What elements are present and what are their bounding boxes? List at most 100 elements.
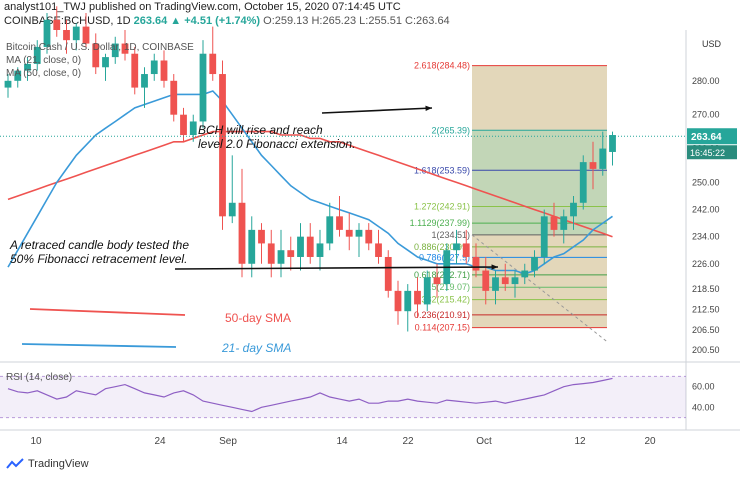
candle-body xyxy=(219,74,226,217)
fib-level-label: 2.618(284.48) xyxy=(414,61,470,71)
price-tick-label: 250.00 xyxy=(692,177,720,187)
candle-body xyxy=(365,229,373,244)
candle-body xyxy=(492,277,499,291)
candle-body xyxy=(92,43,100,68)
candle-body xyxy=(453,243,460,251)
candle-body xyxy=(111,43,119,58)
candle-body xyxy=(150,60,158,75)
candle-body xyxy=(345,229,353,237)
candle-body xyxy=(121,43,129,54)
fib-level-label: 0.236(210.91) xyxy=(414,310,470,320)
rsi-tick-label: 40.00 xyxy=(692,402,715,412)
candle-body xyxy=(550,216,558,230)
tradingview-brand: TradingView xyxy=(28,458,89,470)
candle-body xyxy=(170,80,178,115)
candle-body xyxy=(102,57,109,68)
price-tick-label: 270.00 xyxy=(692,110,720,120)
arrow-to-target-head xyxy=(425,105,432,112)
candle-body xyxy=(511,277,519,285)
candle-body xyxy=(579,162,587,203)
candle-body xyxy=(209,53,217,75)
candle-body xyxy=(14,70,22,81)
candle-body xyxy=(53,19,61,30)
countdown-box xyxy=(687,145,737,160)
price-tick-label: 212.50 xyxy=(692,304,720,314)
candle-body xyxy=(336,216,343,230)
candle-body xyxy=(82,26,90,44)
candle-body xyxy=(404,290,412,312)
rsi-band xyxy=(0,376,686,418)
price-tick-label: 200.50 xyxy=(692,345,720,355)
candle-body xyxy=(306,236,314,257)
candle-body xyxy=(248,229,256,264)
current-price-label: 263.64 xyxy=(691,132,722,143)
price-axis-unit: USD xyxy=(702,39,722,49)
candle-body xyxy=(394,290,402,312)
candle-body xyxy=(560,216,568,230)
candle-body xyxy=(521,270,529,278)
candle-body xyxy=(433,277,441,285)
candle-body xyxy=(63,30,70,41)
current-price-box xyxy=(687,128,737,145)
candle-body xyxy=(609,135,616,152)
countdown-label: 16:45:22 xyxy=(690,148,725,158)
fib-level-label: 0.382(215.42) xyxy=(414,295,470,305)
sma50-legend-label: 50-day SMA xyxy=(225,311,291,325)
candle-body xyxy=(531,256,538,271)
x-tick-label: 10 xyxy=(30,436,42,447)
price-tick-label: 234.00 xyxy=(692,232,720,242)
candle-body xyxy=(228,202,236,217)
candle-body xyxy=(180,114,187,136)
tradingview-footer[interactable]: TradingView xyxy=(6,458,89,470)
sma21-legend-line xyxy=(21,343,177,348)
price-tick-label: 242.00 xyxy=(692,205,720,215)
candle-body xyxy=(589,162,597,169)
sma21-legend-label: 21- day SMA xyxy=(221,341,291,355)
candle-body xyxy=(24,63,31,71)
annotation-retrace: A retraced candle body tested the 50% Fib… xyxy=(9,238,189,266)
annotation-target: BCH will rise and reach level 2.0 Fibonac… xyxy=(198,123,355,151)
candle-body xyxy=(43,19,51,47)
fib-level-label: 2(265.39) xyxy=(431,125,470,135)
legend-ma21: MA (21, close, 0) xyxy=(6,55,81,66)
arrow-to-target xyxy=(321,107,433,114)
candle-body xyxy=(316,243,324,257)
arrow-to-retrace xyxy=(174,266,499,270)
candle-body xyxy=(326,216,334,244)
candle-body xyxy=(287,250,295,257)
price-tick-label: 206.50 xyxy=(692,325,720,335)
x-tick-label: 22 xyxy=(402,436,414,447)
price-change: 263.64 ▲ +4.51 (+1.74%) xyxy=(133,15,261,27)
fib-level-label: 1.1129(237.99) xyxy=(410,218,470,228)
legend-ma50: MA (50, close, 0) xyxy=(6,68,81,79)
candle-body xyxy=(297,236,304,257)
fib-level-label: 0.886(230.99) xyxy=(414,242,470,252)
symbol-name[interactable]: COINBASE:BCHUSD, 1D xyxy=(4,15,131,27)
candle-body xyxy=(258,229,265,244)
candle-body xyxy=(277,250,285,264)
candle-body xyxy=(375,243,382,257)
candle-body xyxy=(462,243,470,257)
sma50-line xyxy=(7,130,613,238)
rsi-label: RSI (14, close) xyxy=(6,372,72,383)
candle-body xyxy=(570,202,577,217)
candle-body xyxy=(4,80,12,88)
arrow-to-retrace-head xyxy=(491,264,498,270)
candle-body xyxy=(472,256,480,271)
sma21-line xyxy=(7,90,613,275)
candle-body xyxy=(599,148,607,169)
rsi-tick-label: 60.00 xyxy=(692,382,715,392)
rsi-line xyxy=(7,377,613,413)
fib-zone-green xyxy=(472,130,607,235)
fib-level-label: 1(234.51) xyxy=(431,230,470,240)
sma50-legend-line xyxy=(29,308,186,316)
ohlc-values: O:259.13 H:265.23 L:255.51 C:263.64 xyxy=(263,15,450,27)
fib-level-label: 0.114(207.15) xyxy=(415,323,470,333)
candle-body xyxy=(355,229,363,237)
x-tick-label: Oct xyxy=(476,436,492,447)
x-tick-label: Sep xyxy=(219,436,237,447)
candle-body xyxy=(189,121,197,136)
candle-body xyxy=(414,290,421,305)
candle-body xyxy=(384,256,392,291)
